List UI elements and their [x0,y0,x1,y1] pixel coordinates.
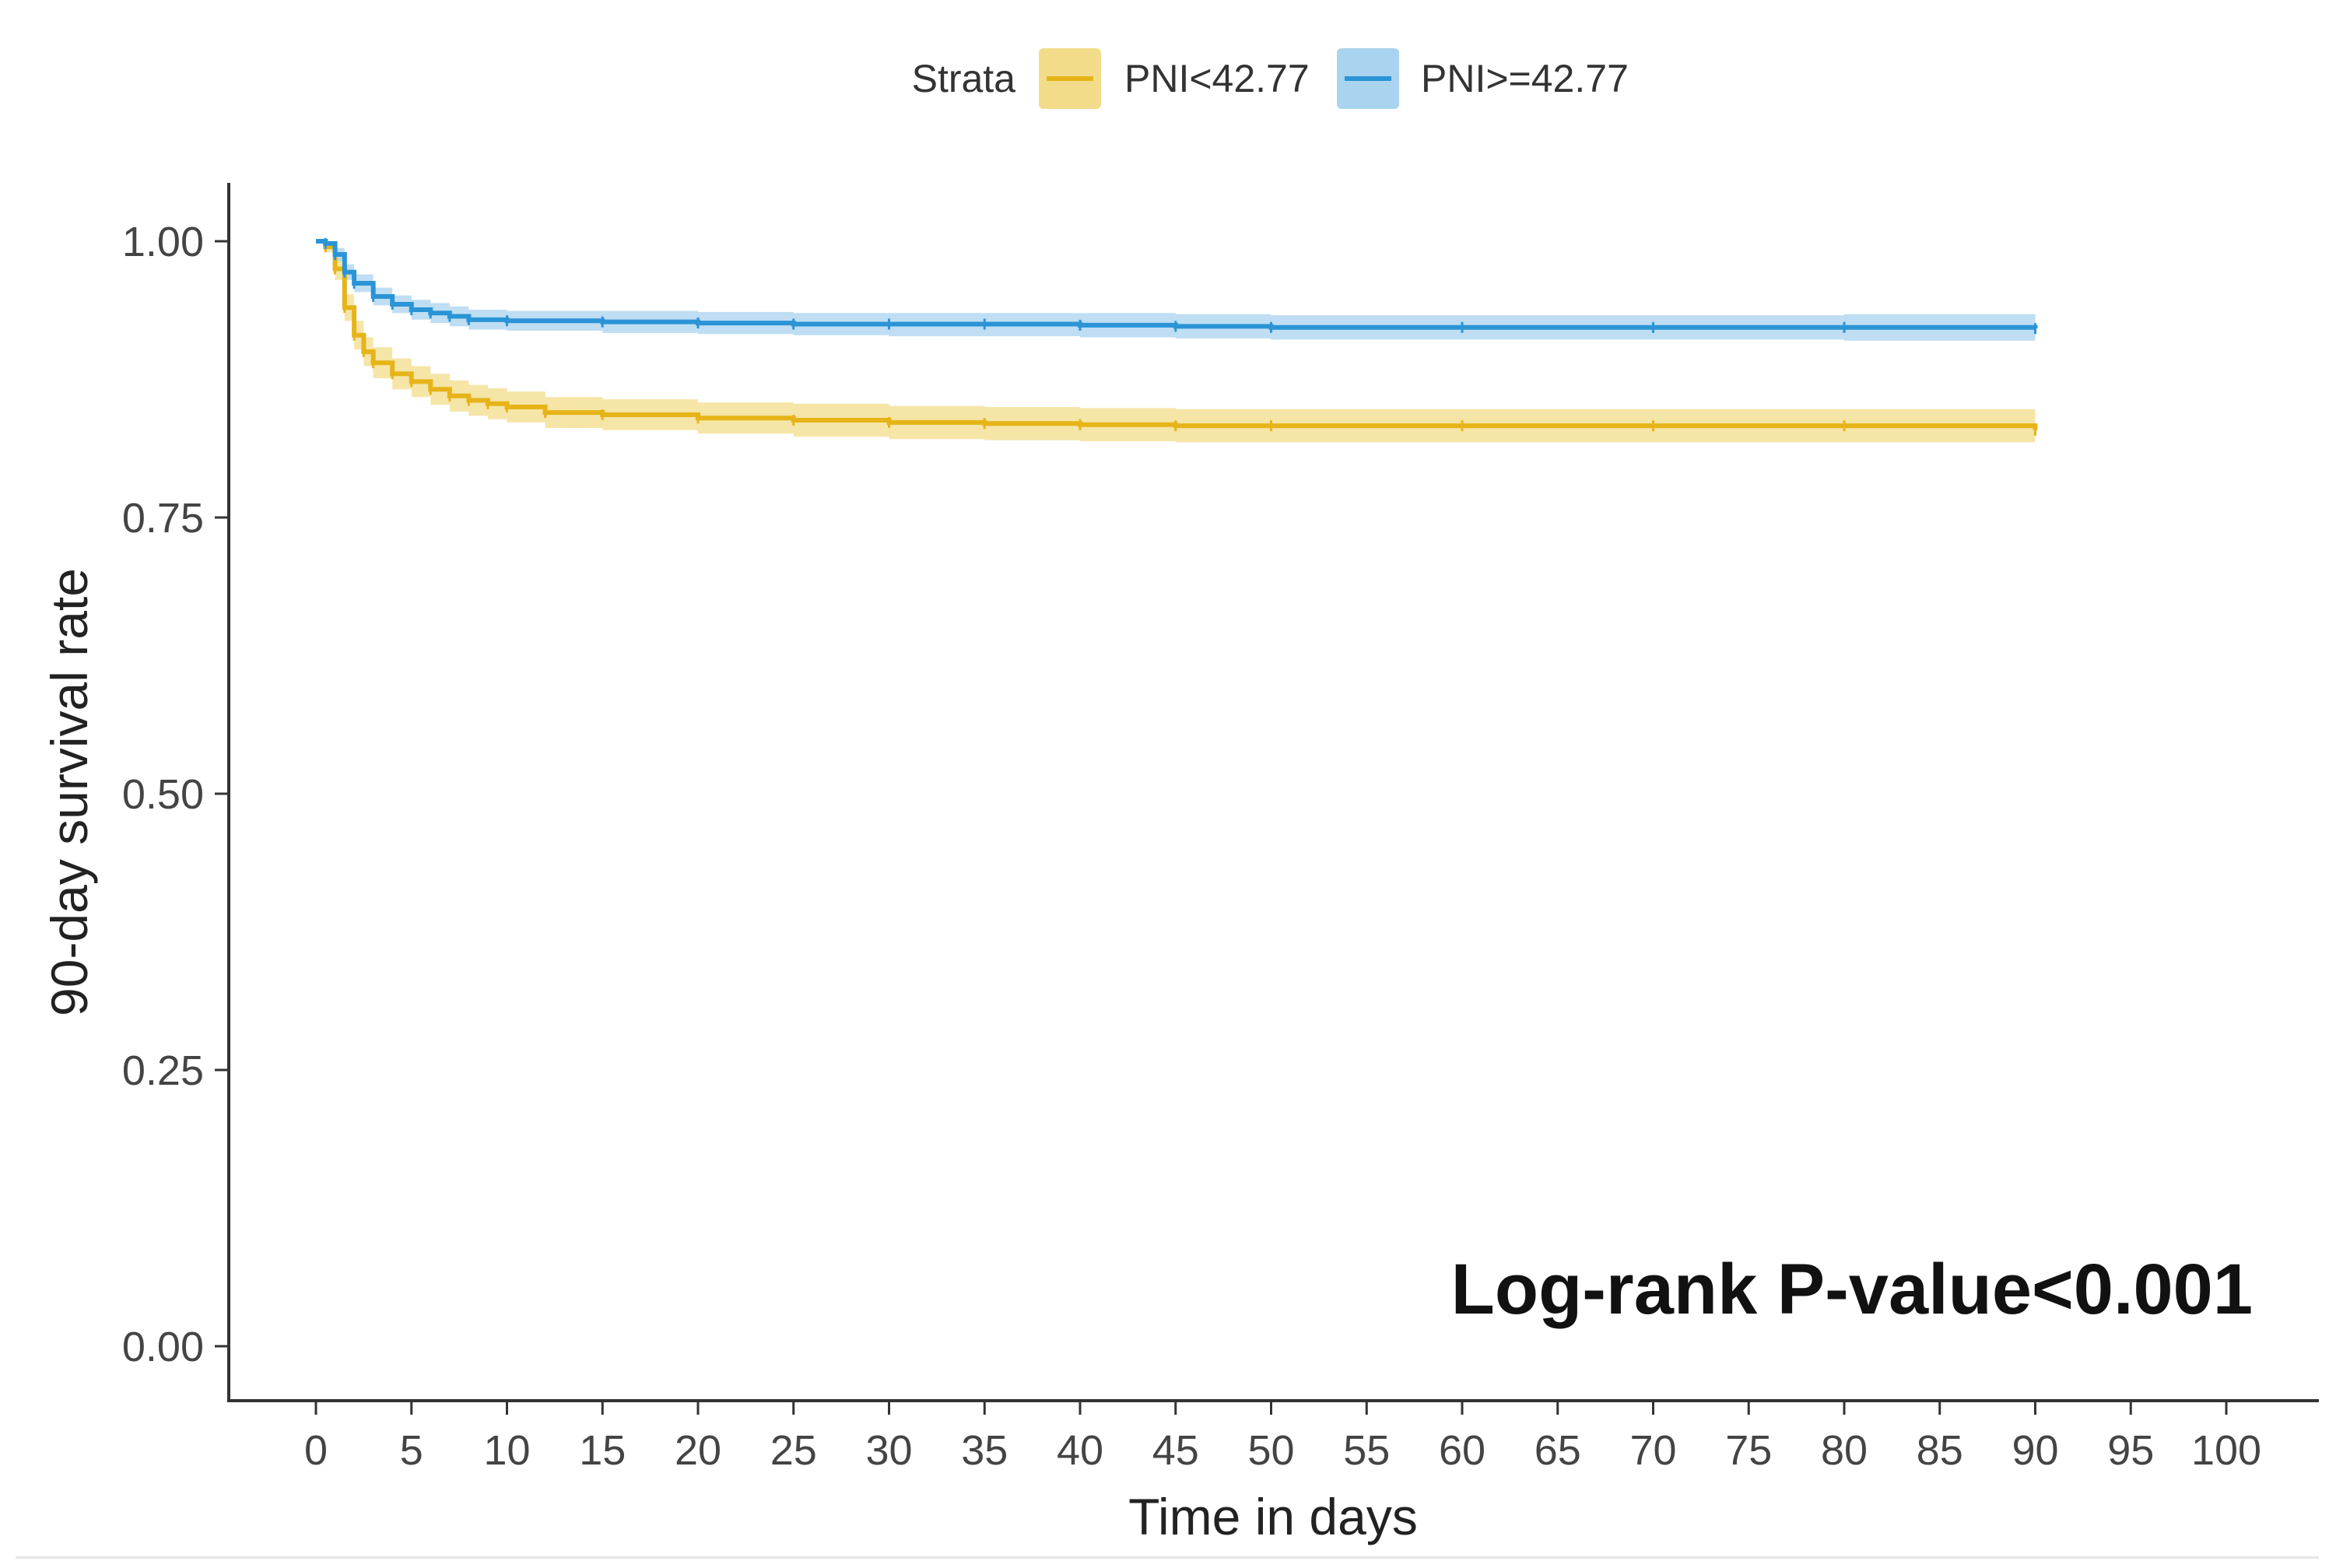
x-axis-title: Time in days [1128,1488,1418,1545]
confidence-band-pni-low [316,241,2036,447]
x-tick-label: 50 [1247,1427,1294,1474]
x-tick-label: 20 [675,1427,721,1474]
x-axis-ticks: 0 5 10 15 20 25 30 35 40 45 50 55 60 65 70 75 80 85 90 95 10… [304,1401,2261,1474]
x-tick-label: 90 [2012,1427,2058,1474]
y-axis-ticks: 0.00 0.25 0.50 0.75 1.00 [122,219,229,1370]
y-tick-label: 1.00 [122,219,204,265]
confidence-band-pni-high [316,241,2036,342]
x-tick-label: 75 [1725,1427,1772,1474]
log-rank-annotation: Log-rank P-value<0.001 [1451,1250,2253,1329]
x-tick-label: 70 [1629,1427,1676,1474]
x-tick-label: 95 [2107,1427,2154,1474]
x-tick-label: 65 [1535,1427,1581,1474]
y-tick-label: 0.75 [122,495,204,542]
confidence-bands [316,241,2036,447]
x-tick-label: 30 [865,1427,912,1474]
legend-title: Strata [912,57,1016,100]
x-tick-label: 10 [483,1427,530,1474]
x-tick-label: 15 [579,1427,626,1474]
y-axis-title: 90-day survival rate [40,568,98,1016]
y-tick-label: 0.50 [122,771,204,818]
legend-label-pni-high: PNI>=42.77 [1421,57,1629,100]
x-tick-label: 80 [1821,1427,1868,1474]
x-tick-label: 55 [1343,1427,1390,1474]
x-tick-label: 35 [961,1427,1008,1474]
x-tick-label: 100 [2191,1427,2261,1474]
x-tick-label: 85 [1917,1427,1963,1474]
survival-lines [316,237,2038,436]
x-tick-label: 40 [1057,1427,1103,1474]
y-tick-label: 0.00 [122,1324,204,1370]
y-tick-label: 0.25 [122,1047,204,1094]
x-tick-label: 25 [770,1427,817,1474]
legend: Strata PNI<42.77 PNI>=42.77 [912,48,1629,109]
legend-label-pni-low: PNI<42.77 [1124,57,1310,100]
x-tick-label: 45 [1152,1427,1199,1474]
x-tick-label: 60 [1439,1427,1485,1474]
x-tick-label: 0 [304,1427,328,1474]
bottom-divider [16,1556,2319,1559]
x-tick-label: 5 [400,1427,423,1474]
survival-line-pni-high [316,239,2038,330]
